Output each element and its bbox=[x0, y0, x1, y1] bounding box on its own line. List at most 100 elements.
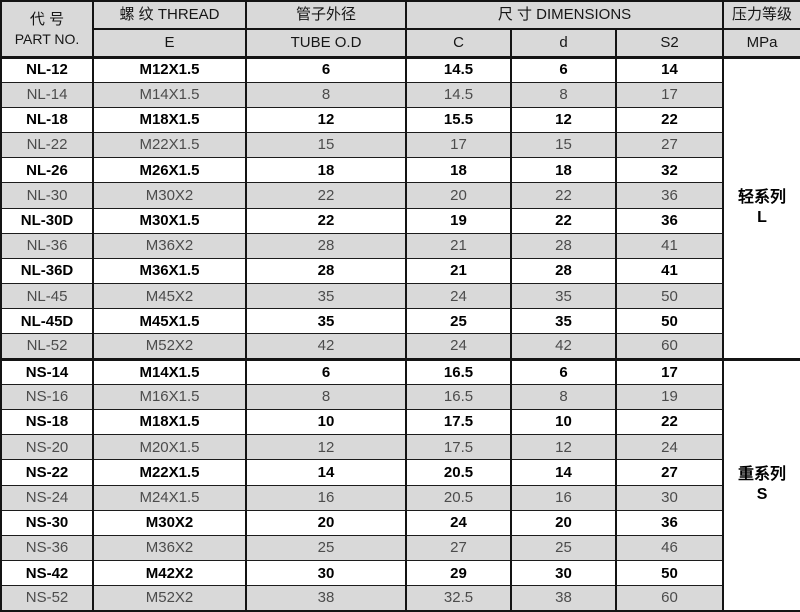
cell-thread: M24X1.5 bbox=[92, 484, 246, 511]
cell-tube-od: 25 bbox=[245, 534, 406, 561]
table-row: NL-45 M45X2 35 24 35 50 bbox=[0, 283, 800, 309]
cell-part-no: NS-14 bbox=[0, 357, 93, 385]
cell-d: 42 bbox=[510, 333, 616, 360]
header-part-no-en: PART NO. bbox=[14, 30, 80, 47]
cell-tube-od: 35 bbox=[245, 283, 406, 309]
series-label-cell: 重系列 S bbox=[722, 357, 800, 611]
header-pressure: 压力等级 bbox=[722, 1, 800, 29]
cell-d: 25 bbox=[510, 534, 616, 561]
table-row: NS-30 M30X2 20 24 20 36 bbox=[0, 509, 800, 536]
cell-s2: 22 bbox=[614, 106, 724, 133]
table-row: NL-45D M45X1.5 35 25 35 50 bbox=[0, 308, 800, 334]
cell-part-no: NL-45D bbox=[0, 308, 93, 334]
table-row: NL-12 M12X1.5 6 14.5 6 14 轻系列 L bbox=[0, 55, 800, 360]
cell-part-no: NL-36D bbox=[0, 257, 93, 284]
cell-thread: M16X1.5 bbox=[92, 383, 246, 410]
cell-thread: M52X2 bbox=[92, 333, 246, 360]
table-header: 代 号 PART NO. 螺 纹 THREAD 管子外径 尺 寸 DIMENSI… bbox=[0, 1, 800, 57]
cell-thread: M20X1.5 bbox=[92, 434, 246, 460]
cell-c: 20.5 bbox=[405, 459, 511, 486]
header-tube-od-sub: TUBE O.D bbox=[245, 28, 406, 57]
cell-part-no: NS-30 bbox=[0, 509, 93, 536]
cell-d: 35 bbox=[510, 283, 616, 309]
table-row: NL-14 M14X1.5 8 14.5 8 17 bbox=[0, 81, 800, 108]
cell-tube-od: 12 bbox=[245, 434, 406, 460]
cell-c: 16.5 bbox=[405, 383, 511, 410]
table-row: NL-30D M30X1.5 22 19 22 36 bbox=[0, 207, 800, 234]
header-part-no-cn: 代 号 bbox=[29, 10, 65, 28]
cell-d: 14 bbox=[510, 459, 616, 486]
cell-s2: 50 bbox=[614, 308, 724, 334]
cell-tube-od: 42 bbox=[245, 333, 406, 360]
cell-d: 12 bbox=[510, 106, 616, 133]
table-row: NL-52 M52X2 42 24 42 60 bbox=[0, 333, 800, 360]
cell-tube-od: 30 bbox=[245, 560, 406, 586]
cell-s2: 19 bbox=[614, 383, 724, 410]
cell-thread: M30X1.5 bbox=[92, 207, 246, 234]
cell-s2: 41 bbox=[614, 232, 724, 259]
cell-part-no: NL-36 bbox=[0, 232, 93, 259]
cell-s2: 17 bbox=[614, 357, 724, 385]
cell-c: 24 bbox=[405, 283, 511, 309]
cell-thread: M26X1.5 bbox=[92, 157, 246, 183]
cell-s2: 50 bbox=[614, 283, 724, 309]
series-code: S bbox=[756, 486, 768, 504]
header-tube-od: 管子外径 bbox=[245, 1, 406, 29]
header-thread: 螺 纹 THREAD bbox=[92, 1, 246, 29]
cell-d: 8 bbox=[510, 81, 616, 108]
header-dimensions: 尺 寸 DIMENSIONS bbox=[404, 1, 724, 29]
cell-tube-od: 18 bbox=[245, 157, 406, 183]
cell-thread: M42X2 bbox=[92, 560, 246, 586]
cell-c: 17.5 bbox=[405, 409, 511, 435]
cell-part-no: NL-52 bbox=[0, 333, 93, 360]
cell-tube-od: 8 bbox=[245, 81, 406, 108]
cell-thread: M14X1.5 bbox=[92, 81, 246, 108]
cell-d: 8 bbox=[510, 383, 616, 410]
cell-d: 10 bbox=[510, 409, 616, 435]
header-mpa: MPa bbox=[722, 28, 800, 57]
cell-c: 16.5 bbox=[405, 357, 511, 385]
cell-c: 32.5 bbox=[405, 585, 511, 611]
table-row: NS-24 M24X1.5 16 20.5 16 30 bbox=[0, 484, 800, 511]
cell-thread: M12X1.5 bbox=[92, 55, 246, 83]
section-light-series: NL-12 M12X1.5 6 14.5 6 14 轻系列 L NL-14 M14X1.5 8 14.… bbox=[0, 55, 800, 360]
cell-part-no: NL-30 bbox=[0, 182, 93, 209]
cell-s2: 27 bbox=[614, 132, 724, 158]
cell-thread: M36X2 bbox=[92, 232, 246, 259]
cell-c: 17 bbox=[405, 132, 511, 158]
cell-part-no: NL-26 bbox=[0, 157, 93, 183]
series-label-cell: 轻系列 L bbox=[722, 55, 800, 360]
series-name-cn: 重系列 bbox=[738, 466, 787, 484]
table-row: NS-52 M52X2 38 32.5 38 60 bbox=[0, 585, 800, 611]
cell-d: 28 bbox=[510, 257, 616, 284]
cell-thread: M36X1.5 bbox=[92, 257, 246, 284]
cell-c: 20.5 bbox=[405, 484, 511, 511]
cell-part-no: NL-45 bbox=[0, 283, 93, 309]
cell-thread: M22X1.5 bbox=[92, 132, 246, 158]
cell-tube-od: 14 bbox=[245, 459, 406, 486]
header-dim-c: C bbox=[405, 28, 511, 57]
cell-c: 24 bbox=[405, 509, 511, 536]
cell-s2: 30 bbox=[614, 484, 724, 511]
cell-tube-od: 28 bbox=[245, 257, 406, 284]
table-row: NL-22 M22X1.5 15 17 15 27 bbox=[0, 132, 800, 158]
cell-tube-od: 20 bbox=[245, 509, 406, 536]
cell-d: 22 bbox=[510, 207, 616, 234]
table-row: NL-18 M18X1.5 12 15.5 12 22 bbox=[0, 106, 800, 133]
cell-part-no: NL-12 bbox=[0, 55, 93, 83]
cell-c: 15.5 bbox=[405, 106, 511, 133]
cell-c: 29 bbox=[405, 560, 511, 586]
table-row: NS-36 M36X2 25 27 25 46 bbox=[0, 534, 800, 561]
cell-thread: M30X2 bbox=[92, 509, 246, 536]
cell-part-no: NS-18 bbox=[0, 409, 93, 435]
cell-c: 18 bbox=[405, 157, 511, 183]
cell-tube-od: 10 bbox=[245, 409, 406, 435]
cell-part-no: NS-36 bbox=[0, 534, 93, 561]
cell-part-no: NL-30D bbox=[0, 207, 93, 234]
header-thread-e: E bbox=[92, 28, 246, 57]
cell-thread: M18X1.5 bbox=[92, 106, 246, 133]
cell-s2: 32 bbox=[614, 157, 724, 183]
cell-s2: 14 bbox=[614, 55, 724, 83]
cell-d: 22 bbox=[510, 182, 616, 209]
cell-d: 6 bbox=[510, 357, 616, 385]
